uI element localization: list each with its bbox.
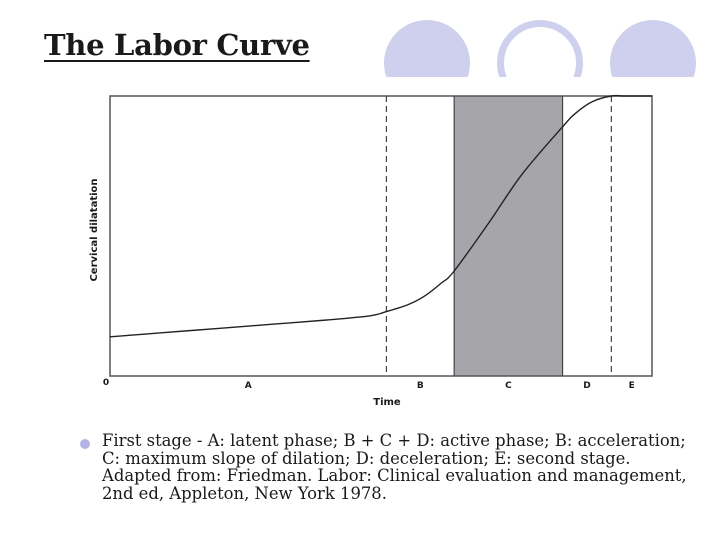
caption: First stage - A: latent phase; B + C + D…: [102, 432, 692, 502]
phase-label-a: A: [245, 381, 252, 391]
phase-label-e: E: [629, 381, 635, 391]
phase-label-b: B: [417, 381, 424, 391]
phase-shade-c: [454, 96, 563, 376]
origin-label: 0: [103, 378, 109, 388]
caption-source: Adapted from: Friedman. Labor: Clinical …: [102, 466, 687, 503]
labor-curve-chart: A B C D E 0 Time Cervical dilatation: [89, 94, 653, 408]
slide-title: The Labor Curve: [44, 28, 310, 62]
dilatation-curve: [109, 94, 652, 338]
plot-frame: [109, 95, 653, 377]
bullet-icon: [80, 439, 90, 449]
caption-text: First stage - A: latent phase; B + C + D…: [102, 431, 686, 468]
phase-label-d: D: [583, 381, 590, 391]
phase-label-c: C: [505, 381, 512, 391]
x-axis-label: Time: [373, 397, 401, 408]
y-axis-label: Cervical dilatation: [89, 178, 100, 281]
